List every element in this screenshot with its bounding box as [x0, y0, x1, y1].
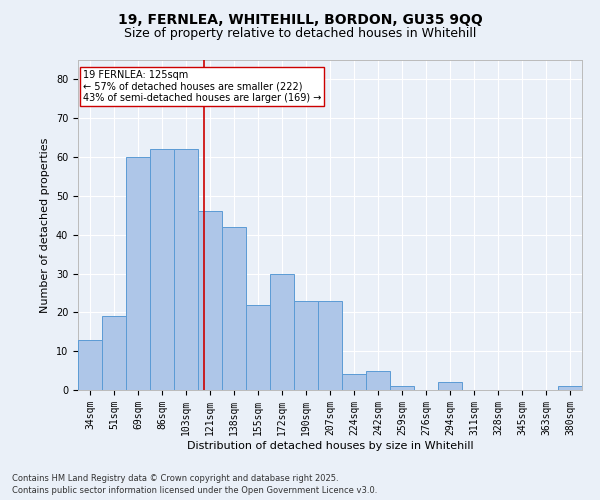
Bar [342, 374, 366, 390]
Text: Size of property relative to detached houses in Whitehill: Size of property relative to detached ho… [124, 28, 476, 40]
Bar [198, 212, 222, 390]
X-axis label: Distribution of detached houses by size in Whitehill: Distribution of detached houses by size … [187, 440, 473, 450]
Bar [558, 386, 582, 390]
Bar [318, 300, 342, 390]
Bar [102, 316, 126, 390]
Bar [390, 386, 414, 390]
Bar [222, 227, 246, 390]
Text: 19, FERNLEA, WHITEHILL, BORDON, GU35 9QQ: 19, FERNLEA, WHITEHILL, BORDON, GU35 9QQ [118, 12, 482, 26]
Bar [270, 274, 294, 390]
Bar [294, 300, 318, 390]
Bar [366, 370, 390, 390]
Bar [246, 304, 270, 390]
Text: Contains HM Land Registry data © Crown copyright and database right 2025.
Contai: Contains HM Land Registry data © Crown c… [12, 474, 377, 495]
Bar [438, 382, 462, 390]
Y-axis label: Number of detached properties: Number of detached properties [40, 138, 50, 312]
Bar [126, 157, 150, 390]
Bar [150, 150, 174, 390]
Bar [174, 150, 198, 390]
Text: 19 FERNLEA: 125sqm
← 57% of detached houses are smaller (222)
43% of semi-detach: 19 FERNLEA: 125sqm ← 57% of detached hou… [83, 70, 322, 103]
Bar [78, 340, 102, 390]
